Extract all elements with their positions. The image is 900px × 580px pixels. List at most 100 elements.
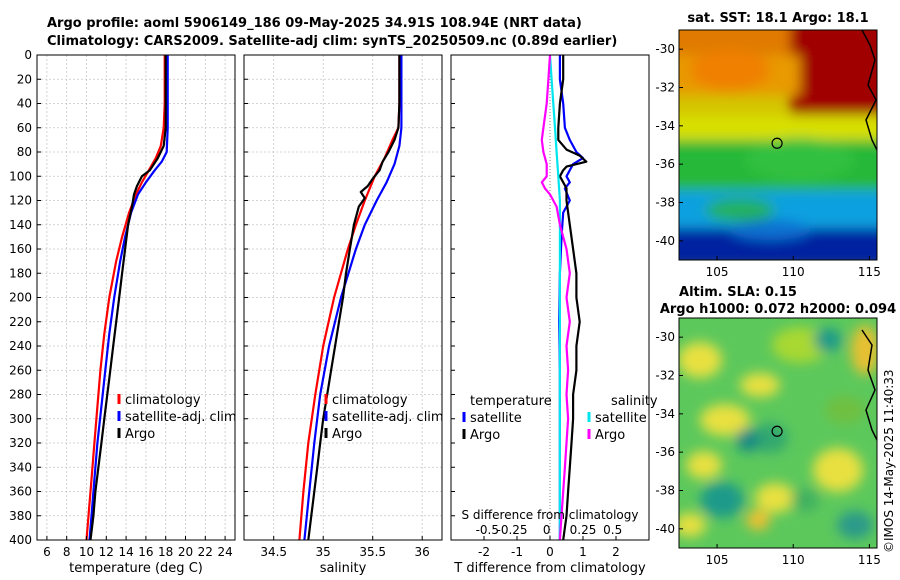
panel-temperature: 6 8 10 12 14 16 18 20 22 24 temperature (deg C) 0 20… [9,48,236,576]
depth-tick-label: 400 [9,533,32,547]
sla_map-ytick-label: -38 [655,484,675,498]
depth-tick-label: 300 [9,412,32,426]
temperature-legend-label: satellite-adj. clim [125,410,237,425]
difference-series-argo [557,55,588,541]
sst-map-title: sat. SST: 18.1 Argo: 18.1 [687,11,868,26]
temperature-xtick-label: 22 [198,545,213,559]
sla_map-xtick-label: 115 [858,553,881,567]
sla-map-argo-marker [771,425,783,437]
temperature-xtick-label: 14 [118,545,133,559]
sla_map-xtick-label: 110 [782,553,805,567]
sla-map-title-line1: Altim. SLA: 0.15 [679,285,797,300]
salinity-xtick-label: 34.5 [260,545,287,559]
figure-title-line2: Climatology: CARS2009. Satellite-adj cli… [47,34,617,49]
difference-legend: temperature salinity satellite Argo satellit… [462,394,658,537]
panel-difference: -2 -1 0 1 2 T difference from climatology [450,54,650,576]
salinity-xtick-label: 35 [316,545,331,559]
sla-map-raster [679,318,877,548]
difference-xtick-label: -2 [478,545,490,559]
depth-tick-label: 80 [17,145,32,159]
sst-map-axes: 105 110 115 -30 -32 -34 -36 -38 -40 [655,42,880,279]
salinity-legend: climatology satellite-adj. clim Argo [324,393,444,442]
difference-s-tick-label: -0.5 [476,523,499,537]
salinity-xtick-label: 36 [415,545,430,559]
difference-xlabel-top: S difference from climatology [462,508,639,522]
sst_map-ytick-label: -34 [655,119,675,133]
salinity-series-argo [307,55,401,541]
depth-tick-label: 60 [17,121,32,135]
temperature-legend-label: climatology [125,393,201,408]
temperature-xtick-label: 24 [217,545,232,559]
sst-map-argo-marker [771,137,783,149]
sst-map-raster [679,30,877,260]
difference-s-tick-label: 0.25 [570,523,597,537]
temperature-xtick-label: 18 [158,545,173,559]
figure-title-line1: Argo profile: aoml 5906149_186 09-May-20… [47,16,582,31]
depth-tick-label: 220 [9,315,32,329]
depth-tick-label: 320 [9,436,32,450]
difference-xtick-label: 0 [546,545,554,559]
depth-tick-label: 200 [9,291,32,305]
depth-tick-label: 100 [9,169,32,183]
temperature-legend-label: Argo [125,427,155,442]
panel-salinity: 34.5 35 35.5 36 salinity [243,54,443,576]
difference-legend-temperature-title: temperature [470,394,552,409]
difference-legend-label: satellite [595,411,647,426]
difference-s-tick-label: 0 [543,523,551,537]
sst_map-xtick-label: 110 [782,265,805,279]
sst_map-ytick-label: -30 [655,42,675,56]
sla_map-ytick-label: -40 [655,522,675,536]
depth-tick-label: 160 [9,242,32,256]
salinity-series-satellite-adj--clim [303,55,403,541]
sla_map-xtick-label: 105 [706,553,729,567]
sla_map-ytick-label: -36 [655,445,675,459]
difference-s-tick-label: 0.5 [603,523,622,537]
salinity-xlabel: salinity [320,561,367,576]
temperature-series-climatology [85,55,166,541]
salinity-xtick-label: 35.5 [359,545,386,559]
temperature-xtick-label: 8 [63,545,71,559]
sst_map-xtick-label: 115 [858,265,881,279]
sla-map-axes: 105 110 115 -30 -32 -34 -36 -38 -40 [655,330,880,567]
sla_map-ytick-label: -32 [655,369,675,383]
temperature-series-argo [89,55,167,541]
difference-xtick-label: 2 [612,545,620,559]
depth-tick-label: 280 [9,388,32,402]
sst-map-frame [678,29,878,261]
temperature-xtick-label: 12 [99,545,114,559]
difference-series-satellite [558,55,585,540]
sst_map-ytick-label: -38 [655,196,675,210]
temperature-xtick-label: 10 [79,545,94,559]
depth-tick-label: 0 [24,48,32,62]
depth-tick-label: 360 [9,485,32,499]
temperature-xtick-label: 16 [138,545,153,559]
difference-xtick-label: -1 [511,545,523,559]
difference-legend-salinity-title: salinity [611,394,658,409]
depth-tick-label: 40 [17,97,32,111]
temperature-xtick-label: 20 [178,545,193,559]
depth-tick-label: 180 [9,266,32,280]
sst_map-ytick-label: -40 [655,234,675,248]
difference-legend-label: Argo [595,428,625,443]
depth-tick-label: 380 [9,509,32,523]
sst_map-ytick-label: -32 [655,81,675,95]
difference-xtick-label: 1 [579,545,587,559]
sla-map-frame [678,317,878,549]
depth-tick-label: 140 [9,218,32,232]
depth-tick-label: 20 [17,72,32,86]
difference-legend-label: Argo [470,428,500,443]
sla_map-ytick-label: -30 [655,330,675,344]
salinity-legend-label: climatology [332,393,408,408]
depth-tick-label: 340 [9,460,32,474]
depth-tick-label: 120 [9,194,32,208]
difference-xlabel: T difference from climatology [453,561,646,576]
salinity-legend-label: satellite-adj. clim [332,410,444,425]
difference-legend-label: satellite [470,411,522,426]
sla_map-ytick-label: -34 [655,407,675,421]
sla-map-title-line2: Argo h1000: 0.072 h2000: 0.094 [660,302,896,317]
sst_map-xtick-label: 105 [706,265,729,279]
temperature-xlabel: temperature (deg C) [69,561,203,576]
temperature-legend: climatology satellite-adj. clim Argo [117,393,237,442]
